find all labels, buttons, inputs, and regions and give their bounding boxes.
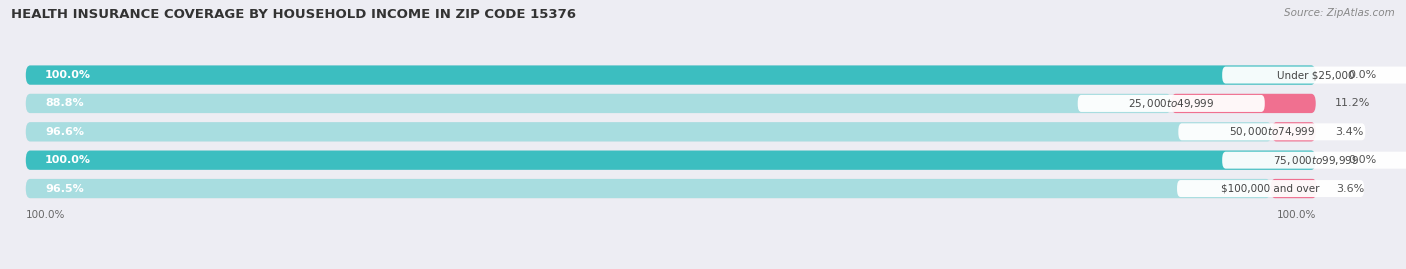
- FancyBboxPatch shape: [1271, 179, 1317, 198]
- FancyBboxPatch shape: [1222, 152, 1406, 169]
- Text: $100,000 and over: $100,000 and over: [1222, 183, 1320, 193]
- FancyBboxPatch shape: [25, 65, 1316, 85]
- Text: 96.6%: 96.6%: [45, 127, 84, 137]
- FancyBboxPatch shape: [1177, 180, 1364, 197]
- FancyBboxPatch shape: [25, 94, 1171, 113]
- Text: 100.0%: 100.0%: [45, 155, 91, 165]
- Text: HEALTH INSURANCE COVERAGE BY HOUSEHOLD INCOME IN ZIP CODE 15376: HEALTH INSURANCE COVERAGE BY HOUSEHOLD I…: [11, 8, 576, 21]
- FancyBboxPatch shape: [25, 65, 1316, 85]
- Text: 96.5%: 96.5%: [45, 183, 84, 193]
- Text: 11.2%: 11.2%: [1336, 98, 1371, 108]
- FancyBboxPatch shape: [25, 122, 1272, 141]
- FancyBboxPatch shape: [1078, 95, 1265, 112]
- Text: 100.0%: 100.0%: [1277, 210, 1316, 220]
- Text: Under $25,000: Under $25,000: [1277, 70, 1354, 80]
- FancyBboxPatch shape: [1171, 94, 1316, 113]
- FancyBboxPatch shape: [25, 179, 1316, 198]
- Text: $75,000 to $99,999: $75,000 to $99,999: [1272, 154, 1358, 167]
- Text: 88.8%: 88.8%: [45, 98, 84, 108]
- Text: 100.0%: 100.0%: [45, 70, 91, 80]
- Text: 3.4%: 3.4%: [1336, 127, 1364, 137]
- Text: 0.0%: 0.0%: [1348, 155, 1376, 165]
- FancyBboxPatch shape: [1222, 67, 1406, 84]
- FancyBboxPatch shape: [1272, 122, 1316, 141]
- FancyBboxPatch shape: [25, 94, 1316, 113]
- Text: $25,000 to $49,999: $25,000 to $49,999: [1128, 97, 1215, 110]
- FancyBboxPatch shape: [25, 179, 1271, 198]
- FancyBboxPatch shape: [25, 151, 1316, 170]
- FancyBboxPatch shape: [1178, 123, 1365, 140]
- FancyBboxPatch shape: [25, 151, 1316, 170]
- Text: $50,000 to $74,999: $50,000 to $74,999: [1229, 125, 1315, 138]
- Text: Source: ZipAtlas.com: Source: ZipAtlas.com: [1284, 8, 1395, 18]
- Text: 3.6%: 3.6%: [1336, 183, 1365, 193]
- Text: 100.0%: 100.0%: [25, 210, 65, 220]
- FancyBboxPatch shape: [25, 122, 1316, 141]
- Text: 0.0%: 0.0%: [1348, 70, 1376, 80]
